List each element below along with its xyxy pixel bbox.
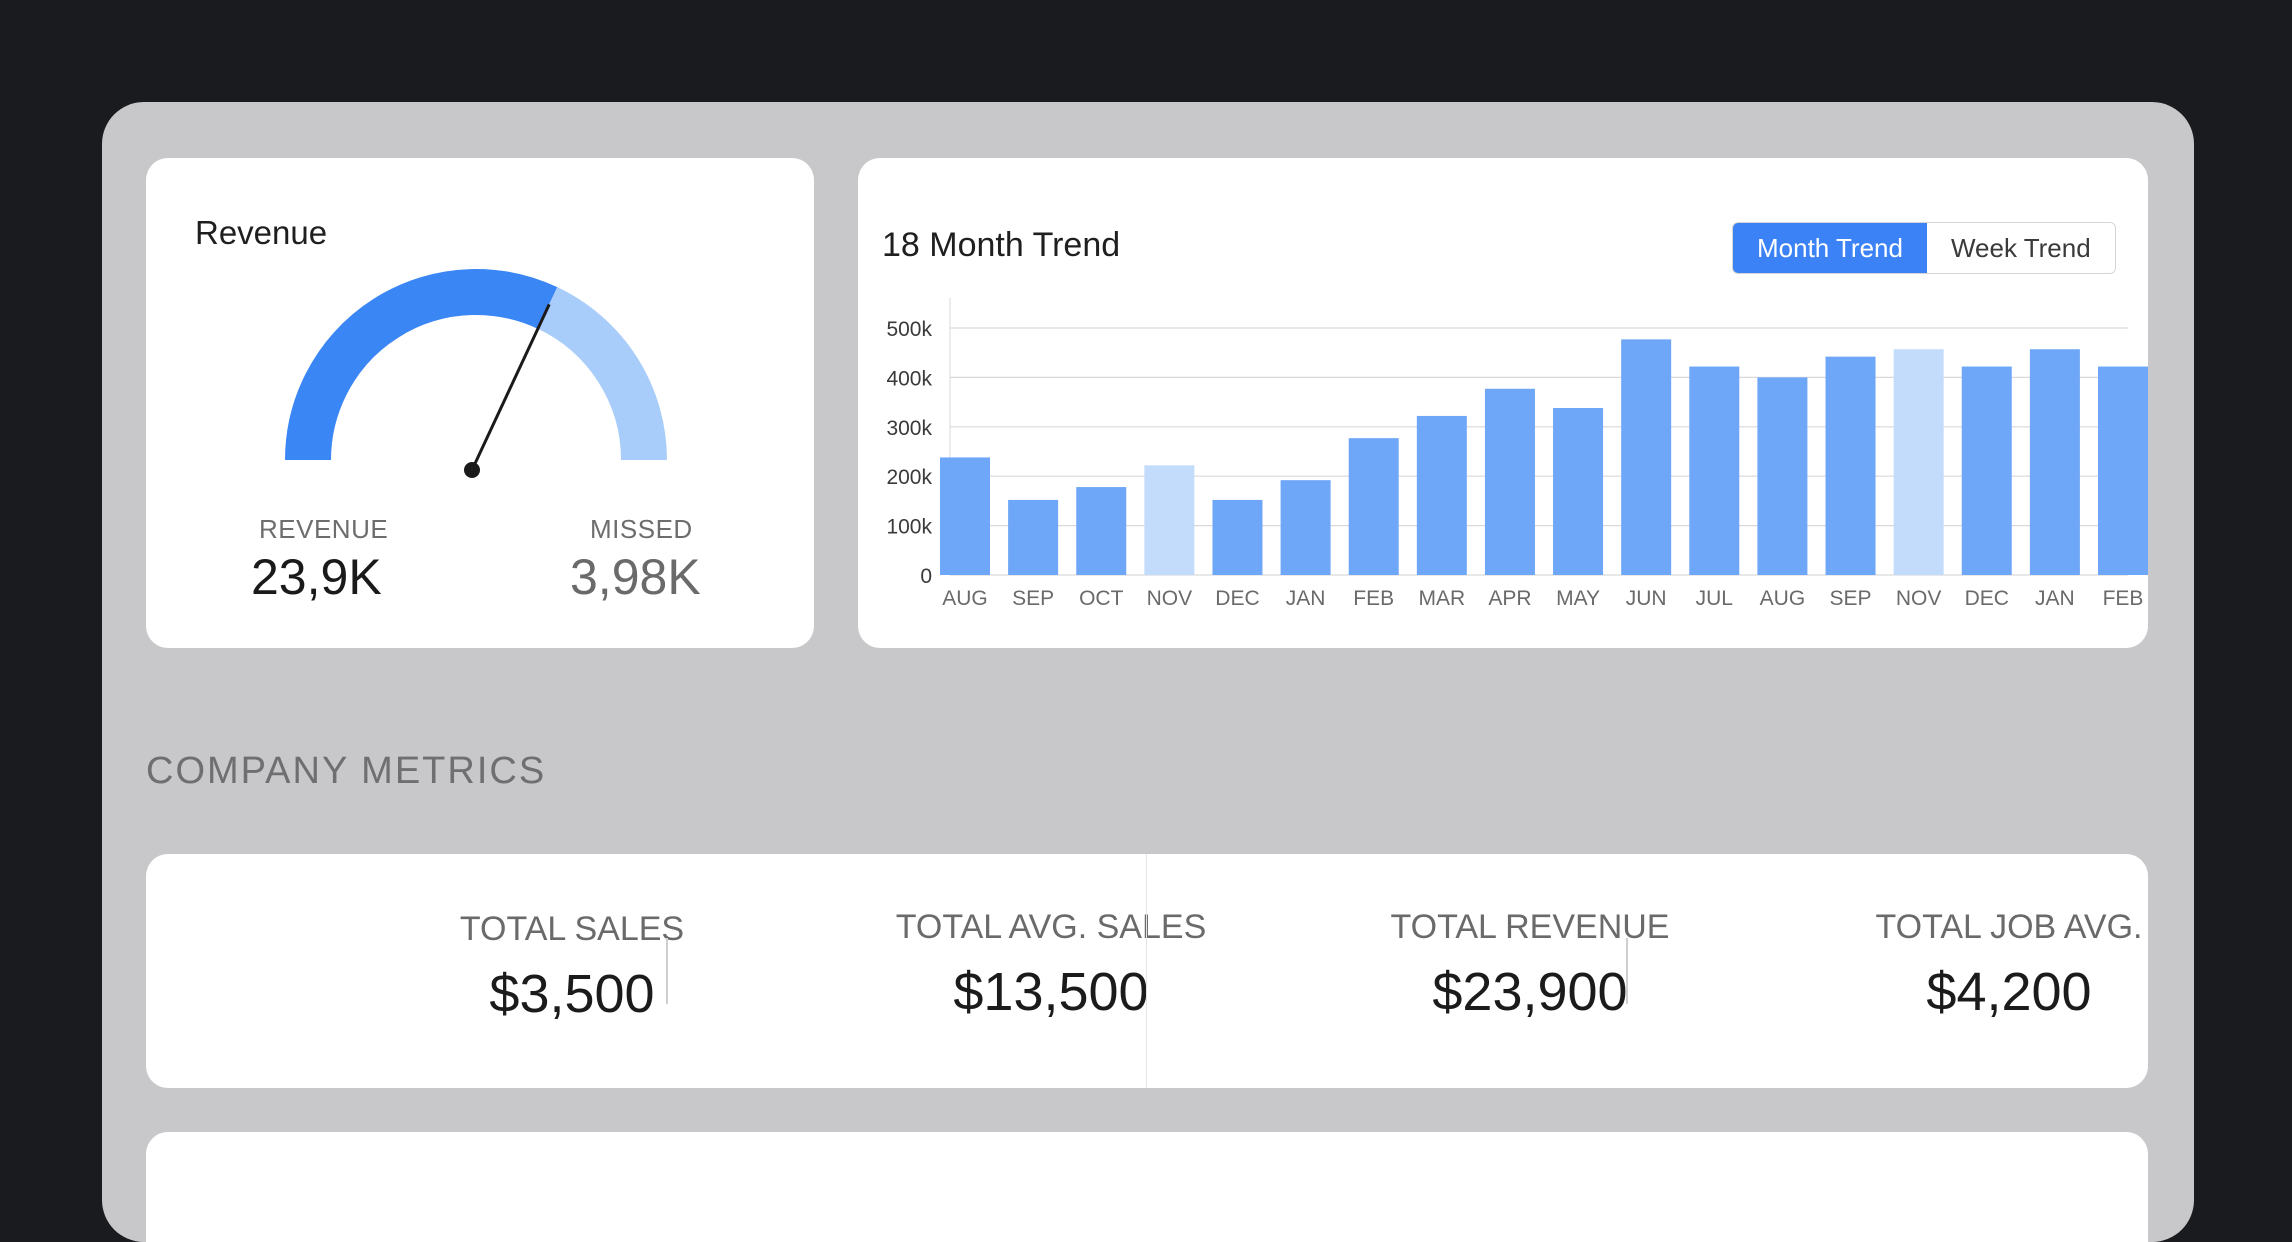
chart-bar [1280, 480, 1331, 575]
x-tick-label: NOV [1147, 587, 1193, 610]
company-metrics-heading: COMPANY METRICS [146, 750, 547, 792]
metric-value: $23,900 [1432, 962, 1628, 1022]
x-tick-label: FEB [1353, 587, 1394, 610]
x-tick-label: AUG [942, 587, 988, 610]
metric-label: TOTAL JOB AVG. [1875, 908, 2143, 946]
chart-bar [1008, 499, 1059, 575]
x-tick-label: DEC [1215, 587, 1259, 610]
chart-bar [1961, 366, 2012, 575]
revenue-gauge [285, 269, 667, 478]
metric-label: TOTAL AVG. SALES [895, 908, 1207, 946]
gauge-remaining-arc [537, 287, 667, 461]
metric-total-revenue: TOTAL REVENUE $23,900 [1290, 854, 1770, 1023]
metric-value: $13,500 [953, 962, 1149, 1022]
x-tick-label: JUL [1696, 587, 1733, 610]
metric-total-avg-sales: TOTAL AVG. SALES $13,500 [811, 854, 1291, 1023]
x-tick-label: OCT [1079, 587, 1124, 610]
metric-value: $3,500 [489, 964, 655, 1024]
chart-bar [1416, 415, 1467, 575]
next-section-card [146, 1132, 2148, 1242]
revenue-value: 23,9K [251, 549, 382, 605]
trend-toggle: Month Trend Week Trend [1732, 222, 2116, 274]
metric-divider [1626, 938, 1628, 1004]
metric-label: TOTAL SALES [459, 910, 685, 948]
y-tick-label: 500k [886, 318, 932, 341]
chart-bar [1076, 487, 1127, 575]
x-tick-label: SEP [1830, 587, 1872, 610]
metric-total-job-avg: TOTAL JOB AVG. $4,200 [1769, 854, 2194, 1023]
x-tick-label: MAY [1556, 587, 1600, 610]
x-tick-label: JUN [1626, 587, 1667, 610]
x-tick-label: FEB [2103, 587, 2144, 610]
company-metrics-card: TOTAL SALES $3,500 TOTAL AVG. SALES $13,… [146, 854, 2148, 1088]
chart-bar [1689, 366, 1740, 575]
metric-group-divider [1146, 854, 1147, 1088]
metric-value: $4,200 [1926, 962, 2092, 1022]
chart-bar [2029, 349, 2080, 575]
y-tick-label: 100k [886, 516, 932, 539]
y-tick-label: 0 [920, 565, 932, 588]
chart-bar [1484, 388, 1535, 575]
x-tick-label: MAR [1418, 587, 1465, 610]
x-tick-label: DEC [1965, 587, 2009, 610]
chart-bar [1893, 349, 1944, 575]
x-tick-label: AUG [1760, 587, 1806, 610]
chart-bar [1757, 377, 1808, 575]
trend-bar-chart: 0 100k 200k 300k 400k 500k AUG SEP OCT NOV DEC JAN F… [886, 298, 2148, 610]
dashboard-frame: Revenue REVENUE 23,9K MISSED 3,98K 0 100k… [102, 102, 2194, 1242]
revenue-card-title: Revenue [195, 214, 328, 251]
chart-bar [1212, 499, 1263, 575]
chart-bar [1621, 339, 1672, 575]
month-trend-button[interactable]: Month Trend [1733, 223, 1927, 273]
x-tick-label: SEP [1012, 587, 1054, 610]
revenue-label: REVENUE [259, 514, 389, 544]
y-tick-label: 400k [886, 367, 932, 390]
missed-value: 3,98K [570, 549, 701, 605]
y-tick-label: 200k [886, 466, 932, 489]
metric-total-sales: TOTAL SALES $3,500 [332, 854, 812, 1025]
chart-bar [940, 457, 990, 575]
metric-label: TOTAL REVENUE [1390, 908, 1670, 946]
x-tick-label: NOV [1896, 587, 1942, 610]
gauge-needle [470, 303, 551, 471]
trend-card: 0 100k 200k 300k 400k 500k AUG SEP OCT NOV DEC JAN F… [858, 158, 2148, 648]
x-tick-label: JAN [1286, 587, 1326, 610]
x-tick-label: APR [1488, 587, 1531, 610]
chart-bar [1144, 465, 1195, 575]
gauge-needle-hub [464, 462, 480, 478]
week-trend-button[interactable]: Week Trend [1926, 223, 2115, 273]
chart-bar [2098, 366, 2148, 575]
chart-bar [1348, 438, 1399, 575]
chart-bar [1553, 408, 1604, 575]
y-tick-label: 300k [886, 417, 932, 440]
chart-bar [1825, 356, 1876, 575]
x-tick-label: JAN [2035, 587, 2075, 610]
trend-card-title: 18 Month Trend [882, 226, 1121, 264]
metric-divider [666, 938, 668, 1004]
revenue-card: Revenue REVENUE 23,9K MISSED 3,98K [146, 158, 814, 648]
gauge-filled-arc [285, 269, 558, 461]
missed-label: MISSED [590, 514, 693, 544]
